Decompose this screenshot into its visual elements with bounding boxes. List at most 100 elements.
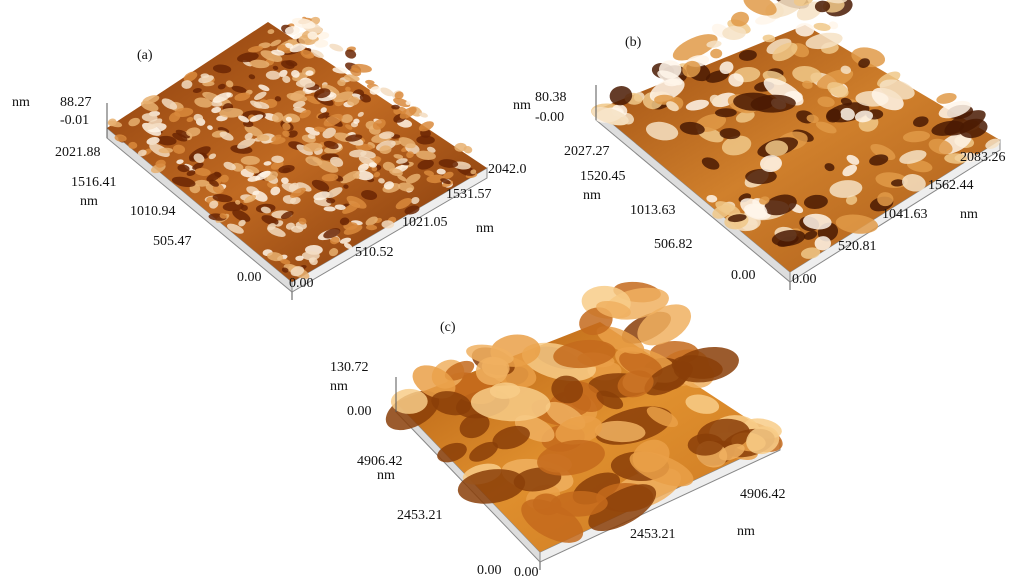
grain xyxy=(321,173,339,182)
grain xyxy=(397,182,415,192)
grain xyxy=(372,118,386,130)
grain xyxy=(345,134,363,142)
z-max: 80.38 xyxy=(535,90,567,105)
grain xyxy=(353,118,360,124)
grain xyxy=(317,112,330,119)
grain xyxy=(706,194,718,203)
grain xyxy=(470,385,551,422)
grain xyxy=(271,49,285,56)
grain xyxy=(272,65,279,71)
grain xyxy=(800,247,821,259)
grain xyxy=(305,95,321,105)
grain xyxy=(405,100,411,106)
grain xyxy=(687,433,724,456)
grain xyxy=(244,194,257,203)
x-tick: 2453.21 xyxy=(630,527,676,542)
grain xyxy=(371,166,378,172)
grain xyxy=(417,159,434,170)
grain xyxy=(314,88,331,99)
grain xyxy=(553,339,616,369)
grain xyxy=(764,194,797,216)
grain xyxy=(291,225,304,233)
grain xyxy=(745,168,777,185)
grain xyxy=(305,127,320,136)
grain xyxy=(469,441,499,462)
grain xyxy=(438,159,459,168)
grain xyxy=(419,112,428,118)
grain xyxy=(290,266,305,277)
grain xyxy=(390,388,428,414)
grain xyxy=(842,164,858,177)
grain xyxy=(343,74,360,82)
grain xyxy=(219,131,234,141)
grain xyxy=(735,110,755,123)
grain xyxy=(418,121,434,132)
grain xyxy=(728,73,744,87)
grain xyxy=(312,157,321,164)
grain xyxy=(295,79,316,88)
grain xyxy=(253,101,270,110)
grain xyxy=(393,97,411,108)
grain xyxy=(440,178,451,185)
grain xyxy=(759,196,770,205)
grain xyxy=(137,149,147,157)
grain xyxy=(176,159,184,165)
y-tick: 2027.27 xyxy=(564,144,610,159)
grain xyxy=(329,248,339,257)
grain xyxy=(301,49,315,59)
grain xyxy=(281,267,289,273)
grain xyxy=(721,135,752,156)
grain xyxy=(804,230,818,240)
grain xyxy=(840,107,855,121)
grain xyxy=(270,186,281,196)
grain xyxy=(792,66,822,83)
x-unit: nm xyxy=(476,221,494,236)
grain xyxy=(816,69,854,89)
grain xyxy=(219,213,228,219)
grain xyxy=(343,224,363,235)
grain xyxy=(814,0,831,13)
panel-label: (c) xyxy=(440,320,456,335)
grain xyxy=(317,160,339,173)
grain xyxy=(891,179,905,187)
grain xyxy=(706,40,722,48)
grain xyxy=(746,426,780,455)
grain xyxy=(245,165,260,174)
grain xyxy=(219,107,244,118)
grain xyxy=(158,147,173,154)
grain xyxy=(645,121,679,141)
grain xyxy=(323,140,339,150)
grain xyxy=(237,52,259,63)
grain xyxy=(405,173,421,184)
grain xyxy=(206,172,221,182)
grain xyxy=(305,70,314,76)
z-max: 88.27 xyxy=(60,95,92,110)
grain xyxy=(365,216,378,226)
grain xyxy=(240,155,260,165)
grain xyxy=(902,174,926,192)
grain xyxy=(329,43,344,52)
grain xyxy=(793,0,814,7)
panel-label: (b) xyxy=(625,35,642,50)
z-min: -0.00 xyxy=(535,110,564,125)
grain xyxy=(161,98,178,110)
grain xyxy=(437,442,467,463)
grain xyxy=(727,214,747,223)
grain xyxy=(470,169,477,175)
x-tick: 2042.0 xyxy=(488,162,527,177)
grain xyxy=(295,255,304,261)
grain xyxy=(710,48,723,59)
grain xyxy=(181,80,193,89)
grain xyxy=(278,69,288,77)
panel-b: (b) nm 80.38 -0.00 2027.27 1520.45 nm 10… xyxy=(513,35,1006,287)
grain xyxy=(267,223,276,231)
grain xyxy=(685,99,709,111)
grain xyxy=(378,178,385,184)
grain xyxy=(391,104,400,110)
grain xyxy=(285,42,294,49)
y-tick: 1010.94 xyxy=(130,204,176,219)
y-tick: 506.82 xyxy=(654,237,693,252)
panel-c: (c) 130.72 nm 0.00 4906.42 nm 2453.21 0.… xyxy=(330,320,786,580)
y-tick: 4906.42 xyxy=(357,454,403,469)
grain xyxy=(280,258,291,265)
